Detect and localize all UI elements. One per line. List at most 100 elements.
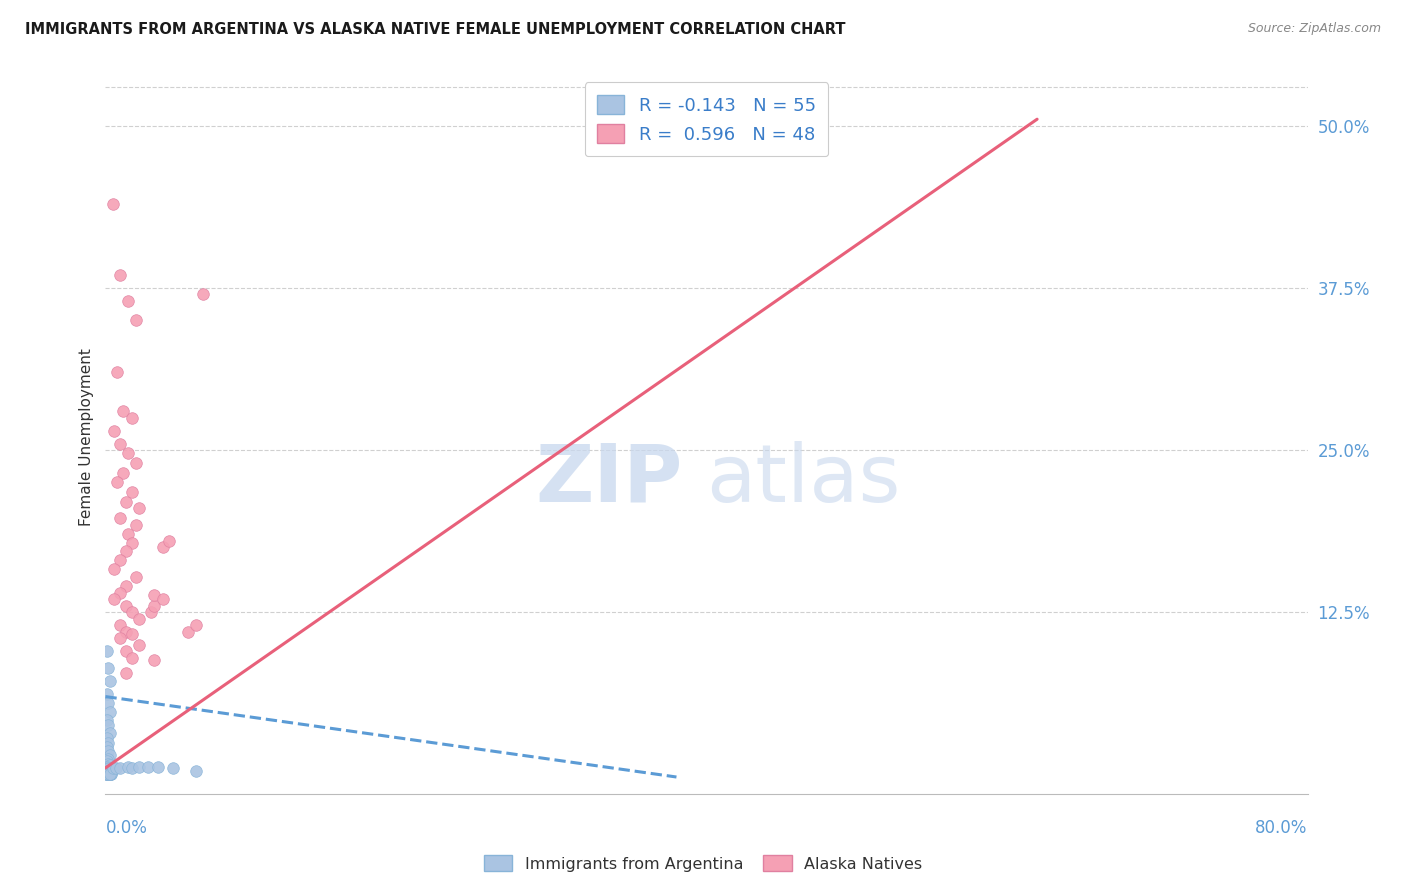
Point (97, 767, 120, 781)
Point (162, 761, 184, 775)
Point (96, 766, 118, 780)
Point (115, 495, 138, 509)
Point (97, 757, 120, 772)
Point (157, 533, 180, 548)
Point (97, 744, 120, 758)
Point (128, 759, 150, 773)
Point (97, 767, 120, 781)
Point (103, 424, 125, 438)
Point (110, 510, 132, 524)
Point (98, 767, 121, 781)
Point (115, 624, 138, 639)
Point (115, 644, 138, 658)
Text: 80.0%: 80.0% (1256, 819, 1308, 837)
Point (96, 755, 118, 769)
Point (98, 766, 121, 780)
Point (117, 759, 139, 773)
Point (97, 718, 120, 732)
Point (121, 761, 143, 775)
Point (96, 740, 118, 755)
Point (110, 586, 132, 600)
Point (96, 687, 118, 701)
Point (128, 501, 150, 516)
Text: ZIP: ZIP (536, 441, 682, 519)
Point (97, 764, 120, 778)
Point (98, 726, 121, 740)
Point (142, 599, 165, 613)
Point (97, 764, 120, 779)
Point (100, 767, 122, 781)
Point (191, 287, 214, 301)
Point (115, 579, 138, 593)
Point (98, 767, 121, 781)
Point (117, 445, 139, 459)
Point (142, 588, 165, 602)
Y-axis label: Female Unemployment: Female Unemployment (79, 348, 94, 526)
Point (101, 761, 124, 775)
Point (96, 731, 118, 745)
Point (107, 365, 129, 379)
Point (115, 599, 138, 613)
Point (97, 761, 120, 775)
Point (107, 475, 129, 490)
Point (98, 767, 121, 781)
Point (121, 605, 143, 619)
Point (124, 518, 146, 533)
Point (104, 761, 127, 775)
Point (184, 618, 207, 632)
Legend: Immigrants from Argentina, Alaska Natives: Immigrants from Argentina, Alaska Native… (475, 847, 931, 880)
Point (110, 553, 132, 567)
Point (98, 747, 121, 762)
Point (96, 762, 118, 776)
Text: 0.0%: 0.0% (105, 819, 148, 837)
Point (136, 759, 159, 773)
Point (124, 456, 146, 470)
Point (139, 605, 162, 619)
Point (115, 666, 138, 681)
Point (97, 661, 120, 675)
Point (112, 467, 135, 481)
Point (128, 612, 150, 626)
Point (97, 766, 120, 780)
Point (98, 767, 121, 781)
Point (110, 761, 132, 775)
Point (121, 484, 143, 499)
Point (97, 766, 120, 780)
Text: IMMIGRANTS FROM ARGENTINA VS ALASKA NATIVE FEMALE UNEMPLOYMENT CORRELATION CHART: IMMIGRANTS FROM ARGENTINA VS ALASKA NATI… (25, 22, 846, 37)
Point (97, 767, 120, 781)
Point (98, 705, 121, 719)
Point (97, 752, 120, 766)
Point (96, 767, 118, 781)
Point (97, 767, 120, 781)
Point (146, 759, 169, 773)
Point (121, 536, 143, 550)
Point (117, 527, 139, 541)
Text: atlas: atlas (707, 441, 901, 519)
Point (96, 764, 118, 778)
Point (110, 268, 132, 282)
Point (96, 759, 118, 773)
Point (142, 653, 165, 667)
Point (100, 767, 122, 781)
Point (110, 618, 132, 632)
Point (97, 767, 120, 781)
Point (177, 624, 200, 639)
Point (96, 767, 118, 781)
Point (121, 650, 143, 665)
Point (110, 436, 132, 450)
Point (184, 764, 207, 778)
Point (98, 673, 121, 688)
Point (97, 736, 120, 750)
Point (96, 713, 118, 727)
Point (103, 562, 125, 576)
Point (152, 541, 174, 555)
Point (112, 404, 135, 418)
Point (101, 196, 124, 211)
Point (96, 644, 118, 658)
Point (97, 696, 120, 710)
Point (124, 313, 146, 327)
Point (110, 631, 132, 645)
Point (103, 592, 125, 607)
Point (115, 544, 138, 558)
Point (128, 638, 150, 652)
